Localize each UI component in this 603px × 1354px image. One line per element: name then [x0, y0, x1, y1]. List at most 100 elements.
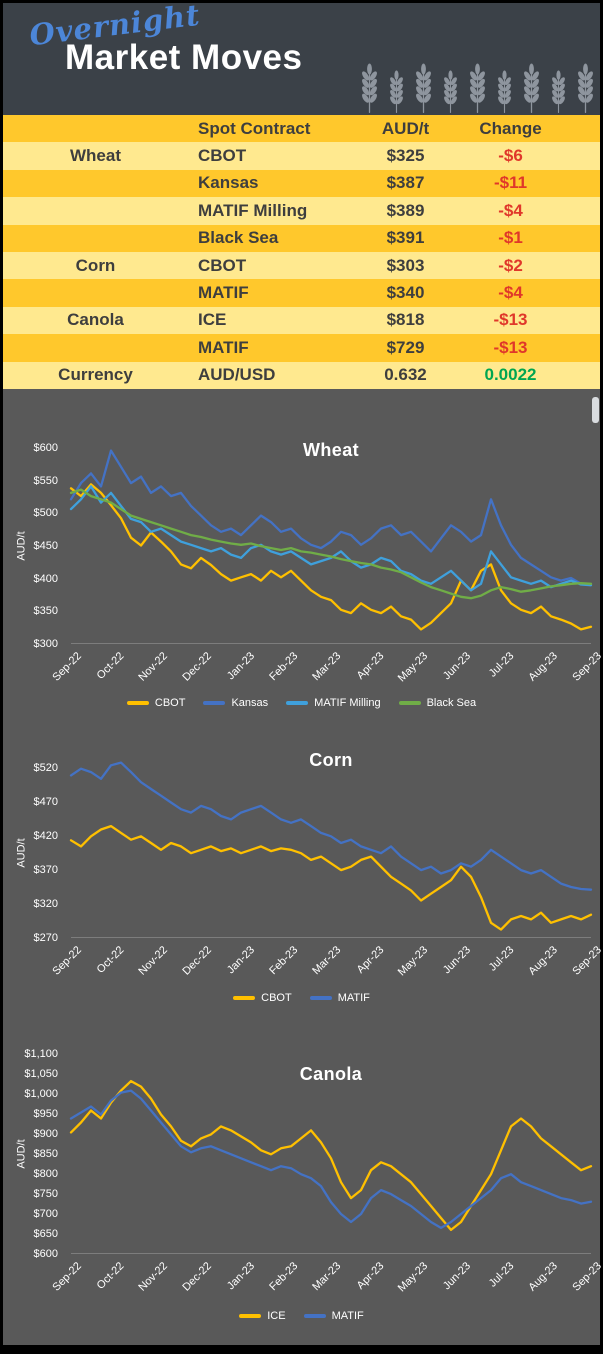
y-tick-label: $900 [33, 1127, 58, 1140]
cell-category [3, 334, 188, 361]
chart-title: Wheat [303, 439, 359, 460]
table-header-row: Spot Contract AUD/t Change [3, 115, 600, 143]
canola-chart: Canola AUD/t $1,100 $1,050 $1,000 $950 $900 $… [3, 1026, 603, 1338]
y-tick-label: $300 [33, 637, 58, 650]
legend-label: MATIF [331, 1309, 364, 1322]
table-row: Corn CBOT $303 -$2 [3, 251, 600, 280]
cell-change: -$1 [498, 228, 523, 248]
y-tick-label: $500 [33, 507, 58, 520]
cell-contract: MATIF [198, 337, 249, 357]
y-tick-label: $600 [33, 1247, 58, 1260]
wheat-ear-icon [443, 70, 458, 113]
table-row: Wheat CBOT $325 -$6 [3, 142, 600, 170]
chart-legend: ICE MATIF [3, 1310, 600, 1322]
y-tick-label: $350 [33, 605, 58, 618]
cell-change: -$2 [498, 255, 523, 275]
cell-contract: Black Sea [198, 228, 279, 248]
y-tick-label: $700 [33, 1207, 58, 1220]
y-axis-ticks: $1,100 $1,050 $1,000 $950 $900 $850 $800 $750 $7… [3, 1048, 65, 1260]
legend-label: Black Sea [426, 696, 477, 709]
wheat-ear-icon [389, 70, 404, 113]
cell-category: Canola [67, 310, 124, 330]
chart-legend: CBOT Kansas MATIF Milling Black Sea [3, 697, 600, 709]
legend-item-matif: MATIF [303, 1309, 364, 1322]
cell-contract: CBOT [198, 255, 247, 275]
series-line-ice [69, 1079, 593, 1231]
cell-category [3, 197, 188, 224]
cell-price: $340 [386, 283, 425, 303]
legend-item-black-sea: Black Sea [398, 696, 477, 709]
legend-label: MATIF [337, 991, 370, 1004]
cell-change: -$4 [498, 200, 523, 220]
cell-change: -$13 [493, 310, 528, 330]
chart-legend: CBOT MATIF [3, 992, 600, 1004]
table-row: MATIF $729 -$13 [3, 334, 600, 362]
x-axis-ticks: Sep-22 Oct-22 Nov-22 Dec-22 Jan-23 Feb-23 Mar-… [49, 649, 603, 685]
legend-label: MATIF Milling [314, 696, 381, 709]
series-line-matif-milling [69, 485, 593, 592]
legend-swatch [303, 1314, 326, 1318]
scrollbar-thumb[interactable] [592, 396, 599, 423]
legend-swatch [239, 1314, 262, 1318]
y-tick-label: $650 [33, 1227, 58, 1240]
market-table: Spot Contract AUD/t Change Wheat CBOT $325… [3, 115, 600, 389]
table-row: MATIF Milling $389 -$4 [3, 197, 600, 225]
legend-item-kansas: Kansas [203, 697, 268, 709]
y-tick-label: $550 [33, 474, 58, 487]
cell-contract: ICE [198, 310, 227, 330]
series-line-matif [69, 1089, 593, 1229]
cell-category: Wheat [70, 146, 121, 166]
x-axis-ticks: Sep-22 Oct-22 Nov-22 Dec-22 Jan-23 Feb-23 Mar-… [49, 943, 603, 979]
table-body: Wheat CBOT $325 -$6 Kansas $387 -$11 MATIF Mill… [3, 142, 600, 389]
corn-chart: Corn AUD/t $520 $470 $420 $370 $320 $270 Sep-… [3, 722, 603, 1018]
cell-change: -$13 [493, 337, 528, 357]
plot-area [69, 1054, 593, 1254]
legend-item-matif: MATIF [309, 991, 370, 1004]
legend-swatch [309, 996, 332, 1000]
legend-label: CBOT [261, 991, 292, 1004]
table-row: MATIF $340 -$4 [3, 279, 600, 307]
column-header-contract: Spot Contract [198, 118, 311, 138]
cell-price: 0.632 [384, 365, 427, 385]
legend-item-cbot: CBOT [233, 992, 292, 1004]
y-tick-label: $600 [33, 441, 58, 454]
y-tick-label: $1,050 [24, 1067, 58, 1080]
wheat-ear-icon [469, 63, 486, 113]
cell-price: $389 [386, 200, 425, 220]
legend-item-ice: ICE [239, 1309, 286, 1322]
column-header-change: Change [479, 118, 542, 138]
plot-area [69, 761, 593, 938]
wheat-ear-icon [497, 70, 512, 113]
cell-contract: MATIF [198, 283, 249, 303]
y-tick-label: $800 [33, 1167, 58, 1180]
table-row: Black Sea $391 -$1 [3, 224, 600, 252]
y-tick-label: $950 [33, 1107, 58, 1120]
cell-contract: Kansas [198, 173, 259, 193]
y-axis-ticks: $600 $550 $500 $450 $400 $350 $300 [3, 442, 65, 650]
cell-price: $387 [386, 173, 425, 193]
series-line-black-sea [69, 488, 593, 600]
y-tick-label: $850 [33, 1147, 58, 1160]
cell-category [3, 170, 188, 197]
legend-label: Kansas [231, 696, 269, 709]
cell-price: $303 [386, 255, 425, 275]
wheat-chart: Wheat AUD/t $600 $550 $500 $450 $400 $350 $300… [3, 404, 603, 716]
wheat-ear-icon [415, 63, 432, 113]
y-tick-label: $420 [33, 829, 58, 842]
cell-price: $729 [386, 337, 425, 357]
plot-area [69, 448, 593, 644]
cell-category [3, 225, 188, 252]
cell-price: $818 [386, 310, 425, 330]
page-title: Market Moves [65, 38, 303, 77]
table-row: Canola ICE $818 -$13 [3, 306, 600, 335]
y-tick-label: $270 [33, 931, 58, 944]
series-line-cbot [69, 483, 593, 631]
y-tick-label: $750 [33, 1187, 58, 1200]
legend-swatch [286, 701, 309, 705]
legend-label: ICE [267, 1309, 286, 1322]
chart-title: Corn [309, 749, 353, 770]
cell-contract: CBOT [198, 146, 247, 166]
legend-swatch [398, 701, 421, 705]
wheat-ear-icon [551, 70, 566, 113]
